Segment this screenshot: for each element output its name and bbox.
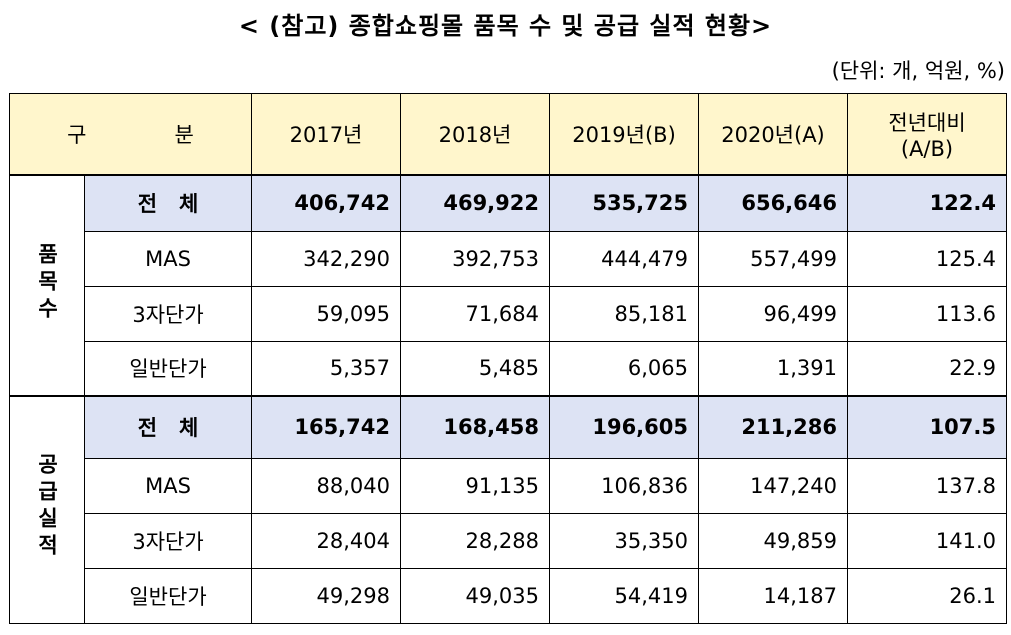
cell: 557,499 bbox=[698, 230, 848, 287]
cell: 28,288 bbox=[400, 512, 550, 569]
cell: 406,742 bbox=[251, 174, 401, 232]
row-label: 일반단가 bbox=[84, 340, 252, 397]
cell: 49,298 bbox=[251, 567, 401, 624]
cell: 6,065 bbox=[549, 340, 699, 397]
header-ratio-line2: (A/B) bbox=[900, 137, 954, 161]
cell: 91,135 bbox=[400, 457, 550, 514]
cell: 656,646 bbox=[698, 174, 848, 232]
cell: 469,922 bbox=[400, 174, 550, 232]
cell: 35,350 bbox=[549, 512, 699, 569]
cell: 14,187 bbox=[698, 567, 848, 624]
cell: 168,458 bbox=[400, 395, 550, 459]
cell: 49,035 bbox=[400, 567, 550, 624]
cell: 54,419 bbox=[549, 567, 699, 624]
table-row: MAS 88,040 91,135 106,836 147,240 137.8 bbox=[10, 457, 1007, 514]
group-label-items: 품목수 bbox=[9, 174, 85, 397]
cell: 71,684 bbox=[400, 285, 550, 342]
header-ratio-line1: 전년대비 bbox=[888, 111, 966, 135]
row-label: 전 체 bbox=[84, 395, 252, 459]
page-title: < (참고) 종합쇼핑몰 품목 수 및 공급 실적 현황> bbox=[238, 12, 773, 40]
header-year-2020: 2020년(A) bbox=[698, 93, 848, 176]
cell: 342,290 bbox=[251, 230, 401, 287]
row-label: MAS bbox=[84, 230, 252, 287]
cell: 137.8 bbox=[847, 457, 1007, 514]
cell: 96,499 bbox=[698, 285, 848, 342]
cell: 392,753 bbox=[400, 230, 550, 287]
cell: 26.1 bbox=[847, 567, 1007, 624]
cell: 5,485 bbox=[400, 340, 550, 397]
header-ratio: 전년대비 (A/B) bbox=[847, 93, 1007, 176]
table-row: 3자단가 28,404 28,288 35,350 49,859 141.0 bbox=[10, 512, 1007, 569]
table-row: 일반단가 5,357 5,485 6,065 1,391 22.9 bbox=[10, 340, 1007, 397]
cell: 196,605 bbox=[549, 395, 699, 459]
cell: 444,479 bbox=[549, 230, 699, 287]
cell: 59,095 bbox=[251, 285, 401, 342]
cell: 113.6 bbox=[847, 285, 1007, 342]
cell: 1,391 bbox=[698, 340, 848, 397]
table-row: MAS 342,290 392,753 444,479 557,499 125.… bbox=[10, 230, 1007, 287]
cell: 122.4 bbox=[847, 174, 1007, 232]
header-year-2017: 2017년 bbox=[251, 93, 401, 176]
cell: 28,404 bbox=[251, 512, 401, 569]
cell: 165,742 bbox=[251, 395, 401, 459]
summary-table: 구 분 2017년 2018년 2019년(B) 2020년(A) 전년대비 (… bbox=[9, 93, 1007, 624]
cell: 147,240 bbox=[698, 457, 848, 514]
header-year-2018: 2018년 bbox=[400, 93, 550, 176]
cell: 535,725 bbox=[549, 174, 699, 232]
cell: 49,859 bbox=[698, 512, 848, 569]
table-row: 공급실적 전 체 165,742 168,458 196,605 211,286… bbox=[9, 395, 1007, 624]
group-label-supply: 공급실적 bbox=[9, 395, 85, 624]
table-row: 일반단가 49,298 49,035 54,419 14,187 26.1 bbox=[10, 567, 1007, 624]
header-year-2019: 2019년(B) bbox=[549, 93, 699, 176]
unit-note: (단위: 개, 억원, %) bbox=[831, 59, 1005, 83]
table-row: 3자단가 59,095 71,684 85,181 96,499 113.6 bbox=[10, 285, 1007, 342]
header-category-a: 구 bbox=[67, 123, 87, 147]
cell: 107.5 bbox=[847, 395, 1007, 459]
cell: 211,286 bbox=[698, 395, 848, 459]
cell: 125.4 bbox=[847, 230, 1007, 287]
cell: 85,181 bbox=[549, 285, 699, 342]
header-category-b: 분 bbox=[174, 123, 194, 147]
cell: 5,357 bbox=[251, 340, 401, 397]
header-category: 구 분 bbox=[9, 93, 252, 176]
row-label: 일반단가 bbox=[84, 567, 252, 624]
table-row: 품목수 전 체 406,742 469,922 535,725 656,646 … bbox=[9, 174, 1007, 397]
row-label: 3자단가 bbox=[84, 285, 252, 342]
row-label: MAS bbox=[84, 457, 252, 514]
row-label: 3자단가 bbox=[84, 512, 252, 569]
cell: 106,836 bbox=[549, 457, 699, 514]
header-row: 구 분 2017년 2018년 2019년(B) 2020년(A) 전년대비 (… bbox=[9, 93, 1007, 176]
cell: 141.0 bbox=[847, 512, 1007, 569]
row-label: 전 체 bbox=[84, 174, 252, 232]
cell: 22.9 bbox=[847, 340, 1007, 397]
cell: 88,040 bbox=[251, 457, 401, 514]
